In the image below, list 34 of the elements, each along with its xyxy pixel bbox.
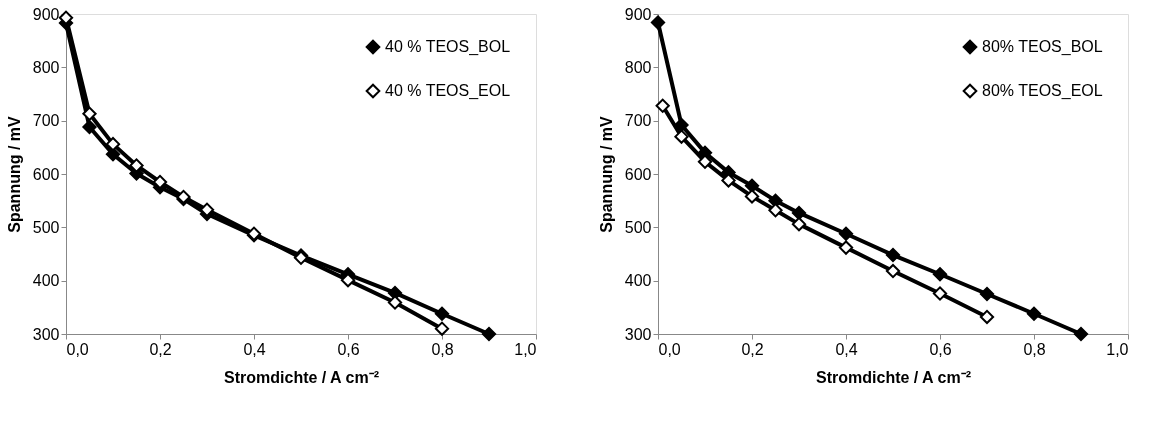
y-tick-label: 800 [32, 58, 60, 76]
y-tick-label: 300 [624, 325, 652, 343]
legend-label: 80% TEOS_EOL [982, 82, 1103, 100]
y-tick-label: 500 [624, 218, 652, 236]
y-tick-label: 800 [624, 58, 652, 76]
legend-label: 40 % TEOS_BOL [385, 38, 511, 56]
y-tick-label: 300 [32, 325, 60, 343]
y-tick-label: 900 [32, 5, 60, 23]
y-tick-label: 700 [624, 112, 652, 130]
x-tick-label: 0,8 [431, 340, 454, 358]
x-tick-label: 0,8 [1023, 340, 1046, 358]
y-tick-label: 600 [32, 165, 60, 183]
y-tick-label: 700 [32, 112, 60, 130]
x-tick-label: 1,0 [1106, 340, 1129, 358]
legend-label: 40 % TEOS_EOL [385, 82, 511, 100]
y-tick-label: 900 [624, 5, 652, 23]
y-axis-title: Spannung / mV [597, 115, 615, 233]
x-tick-label: 0,2 [741, 340, 764, 358]
y-tick-label: 400 [624, 272, 652, 290]
x-tick-label: 1,0 [514, 340, 537, 358]
x-tick-label: 0,4 [243, 340, 266, 358]
x-tick-label: 0,0 [658, 340, 681, 358]
x-tick-label: 0,2 [149, 340, 172, 358]
x-axis-title: Stromdichte / A cm⁻² [224, 368, 379, 386]
y-tick-label: 600 [624, 165, 652, 183]
x-axis-title: Stromdichte / A cm⁻² [816, 368, 971, 386]
y-tick-label: 400 [32, 272, 60, 290]
legend-label: 80% TEOS_BOL [982, 38, 1103, 56]
x-tick-label: 0,4 [835, 340, 858, 358]
y-tick-label: 500 [32, 218, 60, 236]
x-tick-label: 0,6 [337, 340, 360, 358]
y-axis-title: Spannung / mV [5, 115, 23, 233]
x-tick-label: 0,6 [929, 340, 952, 358]
x-tick-label: 0,0 [66, 340, 89, 358]
